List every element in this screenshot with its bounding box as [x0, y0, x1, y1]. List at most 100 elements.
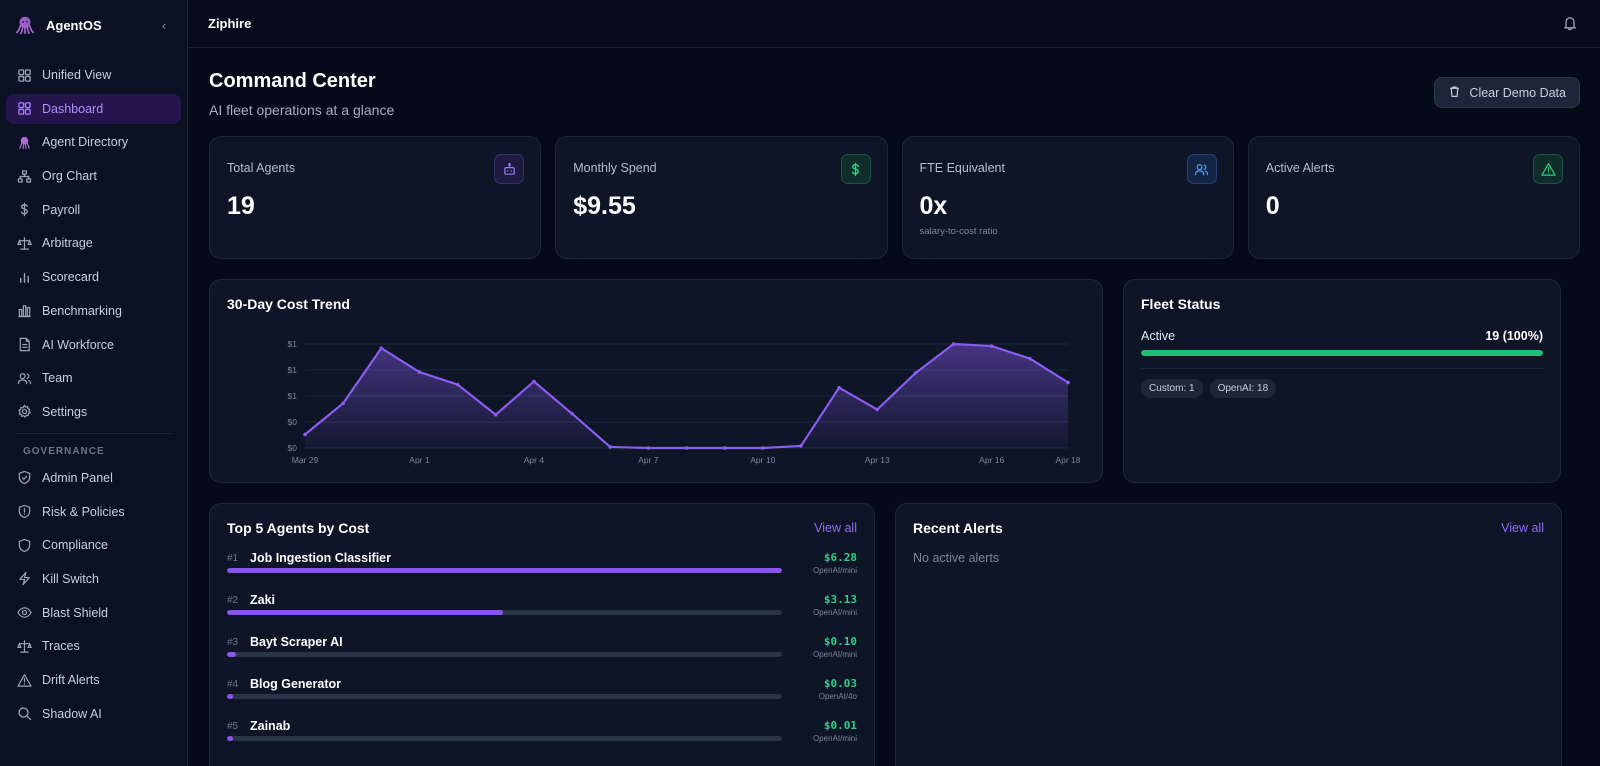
fleet-status-title: Fleet Status — [1141, 296, 1221, 312]
grid-icon — [17, 68, 32, 83]
app-name: AgentOS — [46, 17, 102, 33]
view-all-alerts-link[interactable]: View all — [1501, 521, 1544, 535]
agent-cost-bar-fill — [227, 610, 504, 615]
nav-risk-policies[interactable]: Risk & Policies — [6, 497, 181, 527]
fleet-status-card: Fleet Status Active 19 (100%) Custom: 1 … — [1123, 279, 1561, 483]
y-tick-label: $0 — [288, 417, 298, 427]
agent-name: Blog Generator — [250, 677, 341, 691]
agent-model: OpenAI/mini — [812, 608, 857, 617]
nav-blast-shield[interactable]: Blast Shield — [6, 598, 181, 628]
shield-alert-icon — [17, 504, 32, 519]
data-point — [913, 371, 918, 375]
search-icon — [17, 706, 32, 721]
main-content: Command Center AI fleet operations at a … — [188, 48, 1600, 766]
document-icon — [17, 337, 32, 352]
nav-label: Agent Directory — [42, 135, 129, 150]
data-point — [379, 346, 384, 350]
x-tick-label: Apr 18 — [1055, 455, 1080, 465]
nav-traces[interactable]: Traces — [6, 631, 181, 661]
agent-model: OpenAI/4o — [818, 692, 857, 701]
nav-benchmarking[interactable]: Benchmarking — [6, 296, 181, 326]
collapse-sidebar-button[interactable]: ‹ — [161, 17, 167, 33]
data-point — [1028, 356, 1032, 361]
nav-payroll[interactable]: Payroll — [6, 195, 181, 225]
y-tick-label: $1 — [288, 391, 298, 401]
nav-arbitrage[interactable]: Arbitrage — [6, 228, 181, 258]
data-point — [875, 407, 880, 412]
x-tick-label: Mar 29 — [292, 455, 319, 465]
nav-shadow-ai[interactable]: Shadow AI — [6, 699, 181, 729]
nav-label: Arbitrage — [42, 236, 93, 251]
nav-compliance[interactable]: Compliance — [6, 530, 181, 560]
nav-settings[interactable]: Settings — [6, 397, 181, 427]
nav-agent-directory[interactable]: Agent Directory — [6, 127, 181, 157]
recent-alerts-card: Recent Alerts View all No active alerts — [895, 503, 1562, 766]
fleet-active-bar — [1141, 350, 1543, 356]
fleet-active-value: 19 (100%) — [1485, 329, 1543, 343]
nav-label: Payroll — [42, 202, 81, 217]
data-point — [1066, 380, 1070, 385]
bottom-row: Top 5 Agents by Cost View all #1 Job Inge… — [209, 503, 1580, 766]
y-tick-label: $1 — [288, 365, 298, 375]
data-point — [570, 411, 574, 416]
agent-row[interactable]: #4 Blog Generator $0.03 OpenAI/4o — [227, 677, 857, 706]
agent-row[interactable]: #1 Job Ingestion Classifier $6.28 OpenAI/… — [227, 551, 857, 580]
stat-value: 19 — [227, 192, 255, 220]
scale-icon — [17, 639, 32, 654]
agent-list: #1 Job Ingestion Classifier $6.28 OpenAI/… — [227, 551, 857, 748]
agent-model: OpenAI/mini — [812, 566, 857, 575]
nav-label: Compliance — [42, 538, 109, 553]
x-tick-label: Apr 13 — [865, 455, 890, 465]
nav-admin-panel[interactable]: Admin Panel — [6, 463, 181, 493]
workspace-name: Ziphire — [208, 16, 252, 31]
view-all-agents-link[interactable]: View all — [814, 521, 857, 535]
agent-cost-bar — [227, 652, 782, 657]
chart-columns-icon — [17, 303, 32, 318]
nav-dashboard[interactable]: Dashboard — [6, 93, 181, 124]
top-agents-title: Top 5 Agents by Cost — [227, 520, 370, 536]
nav-ai-workforce[interactable]: AI Workforce — [6, 330, 181, 360]
agent-row[interactable]: #2 Zaki $3.13 OpenAI/mini — [227, 593, 857, 622]
empty-alerts-message: No active alerts — [913, 551, 1000, 565]
agent-name: Job Ingestion Classifier — [250, 551, 392, 565]
nav-unified-view[interactable]: Unified View — [6, 60, 181, 90]
clear-demo-data-button[interactable]: Clear Demo Data — [1434, 77, 1580, 108]
agent-rank: #3 — [227, 636, 239, 648]
divider — [1141, 368, 1543, 369]
fleet-active-row: Active 19 (100%) — [1141, 329, 1543, 343]
provider-chip: Custom: 1 — [1141, 379, 1203, 398]
agent-row[interactable]: #3 Bayt Scraper AI $0.10 OpenAI/mini — [227, 635, 857, 664]
data-point — [608, 445, 612, 449]
stat-note: salary-to-cost ratio — [919, 226, 998, 237]
clear-demo-data-label: Clear Demo Data — [1469, 85, 1566, 100]
agent-row[interactable]: #5 Zainab $0.01 OpenAI/mini — [227, 719, 857, 748]
cost-trend-card: 30-Day Cost Trend $1 $1 $1 $0 $0 Mar 29 Apr 1 A… — [209, 279, 1103, 483]
bell-icon[interactable] — [1562, 15, 1580, 33]
agent-cost-bar-fill — [227, 736, 233, 741]
trash-icon — [1448, 85, 1461, 101]
fleet-active-label: Active — [1141, 329, 1176, 343]
eye-icon — [17, 605, 32, 620]
brand: AgentOS ‹ — [0, 0, 187, 50]
users-icon — [17, 371, 32, 386]
nav-kill-switch[interactable]: Kill Switch — [6, 564, 181, 594]
nav-team[interactable]: Team — [6, 363, 181, 393]
nav-label: AI Workforce — [42, 337, 115, 352]
nav-org-chart[interactable]: Org Chart — [6, 161, 181, 191]
series-area — [305, 344, 1068, 448]
stat-card-active-alerts: Active Alerts 0 — [1247, 136, 1580, 259]
nav-drift-alerts[interactable]: Drift Alerts — [6, 665, 181, 695]
data-point — [684, 446, 689, 450]
nav-label: Drift Alerts — [42, 673, 100, 687]
sidebar: AgentOS ‹ Unified View Dashboard Agent D… — [0, 0, 188, 766]
x-tick-label: Apr 16 — [979, 455, 1004, 465]
data-point — [799, 444, 803, 448]
agent-rank: #5 — [227, 720, 239, 732]
data-point — [493, 412, 498, 417]
warning-icon — [17, 673, 32, 688]
stat-label: Total Agents — [227, 161, 296, 175]
data-point — [417, 370, 422, 374]
dollar-icon — [17, 202, 32, 217]
nav-scorecard[interactable]: Scorecard — [6, 262, 181, 292]
nav-label: Org Chart — [42, 169, 97, 184]
